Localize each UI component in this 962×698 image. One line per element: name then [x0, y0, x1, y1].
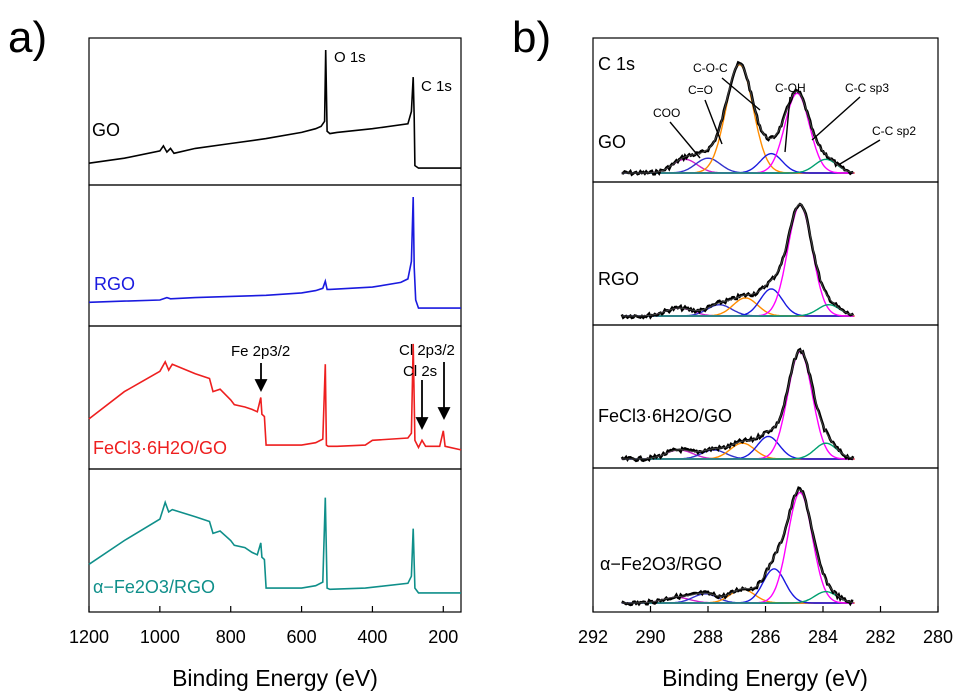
pointer-coc [721, 77, 761, 111]
panel-b-label: b) [512, 13, 551, 62]
panel-a-x-ticks: 1200 1000 800 600 400 200 [69, 606, 458, 647]
comp-label-ccsp3: C-C sp3 [845, 81, 889, 95]
pointer-co [704, 99, 723, 145]
b-sample-label-go: GO [598, 132, 626, 152]
b-component-1-C-O-C [621, 297, 854, 317]
peak-label-fe2p: Fe 2p3/2 [231, 343, 290, 360]
b-component-3-C-C sp3 [621, 491, 854, 604]
a-sample-label-rgo: RGO [94, 274, 135, 294]
b-tick-label: 280 [923, 627, 953, 647]
a-tick-label: 400 [357, 627, 387, 647]
panel-a-subplot-fe2o3 [88, 468, 462, 613]
b-sample-label-fecl3: FeCl3·6H2O/GO [598, 406, 732, 426]
component-pointers [669, 77, 881, 165]
panel-a-curves [88, 49, 462, 594]
b-envelope-2 [621, 349, 854, 460]
b-tick-label: 282 [865, 627, 895, 647]
peak-label-cl2p: Cl 2p3/2 [399, 342, 455, 359]
comp-label-coo: COO [653, 106, 680, 120]
a-sample-label-fecl3: FeCl3·6H2O/GO [93, 438, 227, 458]
a-tick-label: 1200 [69, 627, 109, 647]
a-spectrum-0 [88, 49, 461, 169]
peak-label-cl2s: Cl 2s [403, 363, 437, 380]
b-tick-label: 290 [635, 627, 665, 647]
panel-a-label: a) [8, 13, 47, 62]
panel-b-curves [620, 60, 855, 607]
a-spectrum-1 [88, 196, 461, 309]
b-title-c1s: C 1s [598, 54, 635, 74]
panel-b: 292 290 288 286 284 282 280 C 1s GO RGO FeCl3·… [578, 37, 953, 691]
pointer-ccsp2 [839, 139, 881, 165]
arrow-fe2p-head [254, 379, 268, 393]
a-spectrum-3 [88, 497, 461, 594]
panel-b-subplot-fe2o3 [592, 467, 939, 613]
b-sample-label-rgo: RGO [598, 269, 639, 289]
a-tick-label: 800 [216, 627, 246, 647]
panel-b-subplot-fecl3 [592, 324, 939, 469]
panel-a-x-axis-title: Binding Energy (eV) [172, 665, 378, 691]
pointer-ccsp3 [811, 96, 861, 141]
a-spectrum-2 [88, 343, 462, 451]
b-envelope-1 [621, 203, 854, 317]
b-tick-label: 286 [750, 627, 780, 647]
pointer-coh [784, 96, 791, 153]
b-tick-label: 288 [693, 627, 723, 647]
b-sample-label-fe2o3: α−Fe2O3/RGO [600, 554, 722, 574]
b-envelope-0 [621, 63, 854, 174]
comp-label-co: C=O [688, 83, 713, 97]
panel-b-x-axis-title: Binding Energy (eV) [662, 665, 868, 691]
a-tick-label: 1000 [140, 627, 180, 647]
panel-b-subplot-rgo [592, 181, 939, 326]
comp-label-coc: C-O-C [693, 61, 728, 75]
peak-label-c1s: C 1s [421, 78, 452, 95]
b-tick-label: 284 [808, 627, 838, 647]
panel-b-x-ticks: 292 290 288 286 284 282 280 [578, 606, 953, 647]
a-tick-label: 200 [428, 627, 458, 647]
peak-arrows [254, 362, 451, 431]
b-raw-data-3 [621, 486, 854, 607]
a-sample-label-fe2o3: α−Fe2O3/RGO [93, 577, 215, 597]
comp-label-coh: C-OH [775, 81, 806, 95]
panel-a-subplot-rgo [88, 184, 462, 327]
panel-a: 1200 1000 800 600 400 200 GO RGO FeCl3·6H2O/G… [69, 37, 462, 691]
panel-a-subplot-go [88, 37, 462, 186]
a-sample-label-go: GO [92, 120, 120, 140]
b-envelope-3 [621, 489, 854, 604]
pointer-coo [669, 121, 701, 159]
arrow-cl2p-head [437, 407, 451, 421]
b-component-3-C-C sp2 [621, 590, 854, 604]
peak-label-o1s: O 1s [334, 49, 366, 66]
comp-label-ccsp2: C-C sp2 [872, 124, 916, 138]
b-tick-label: 292 [578, 627, 608, 647]
b-component-1-C-C sp2 [621, 303, 854, 317]
a-tick-label: 600 [287, 627, 317, 647]
arrow-cl2s-head [415, 417, 429, 431]
panel-b-subplot-go [592, 37, 939, 183]
